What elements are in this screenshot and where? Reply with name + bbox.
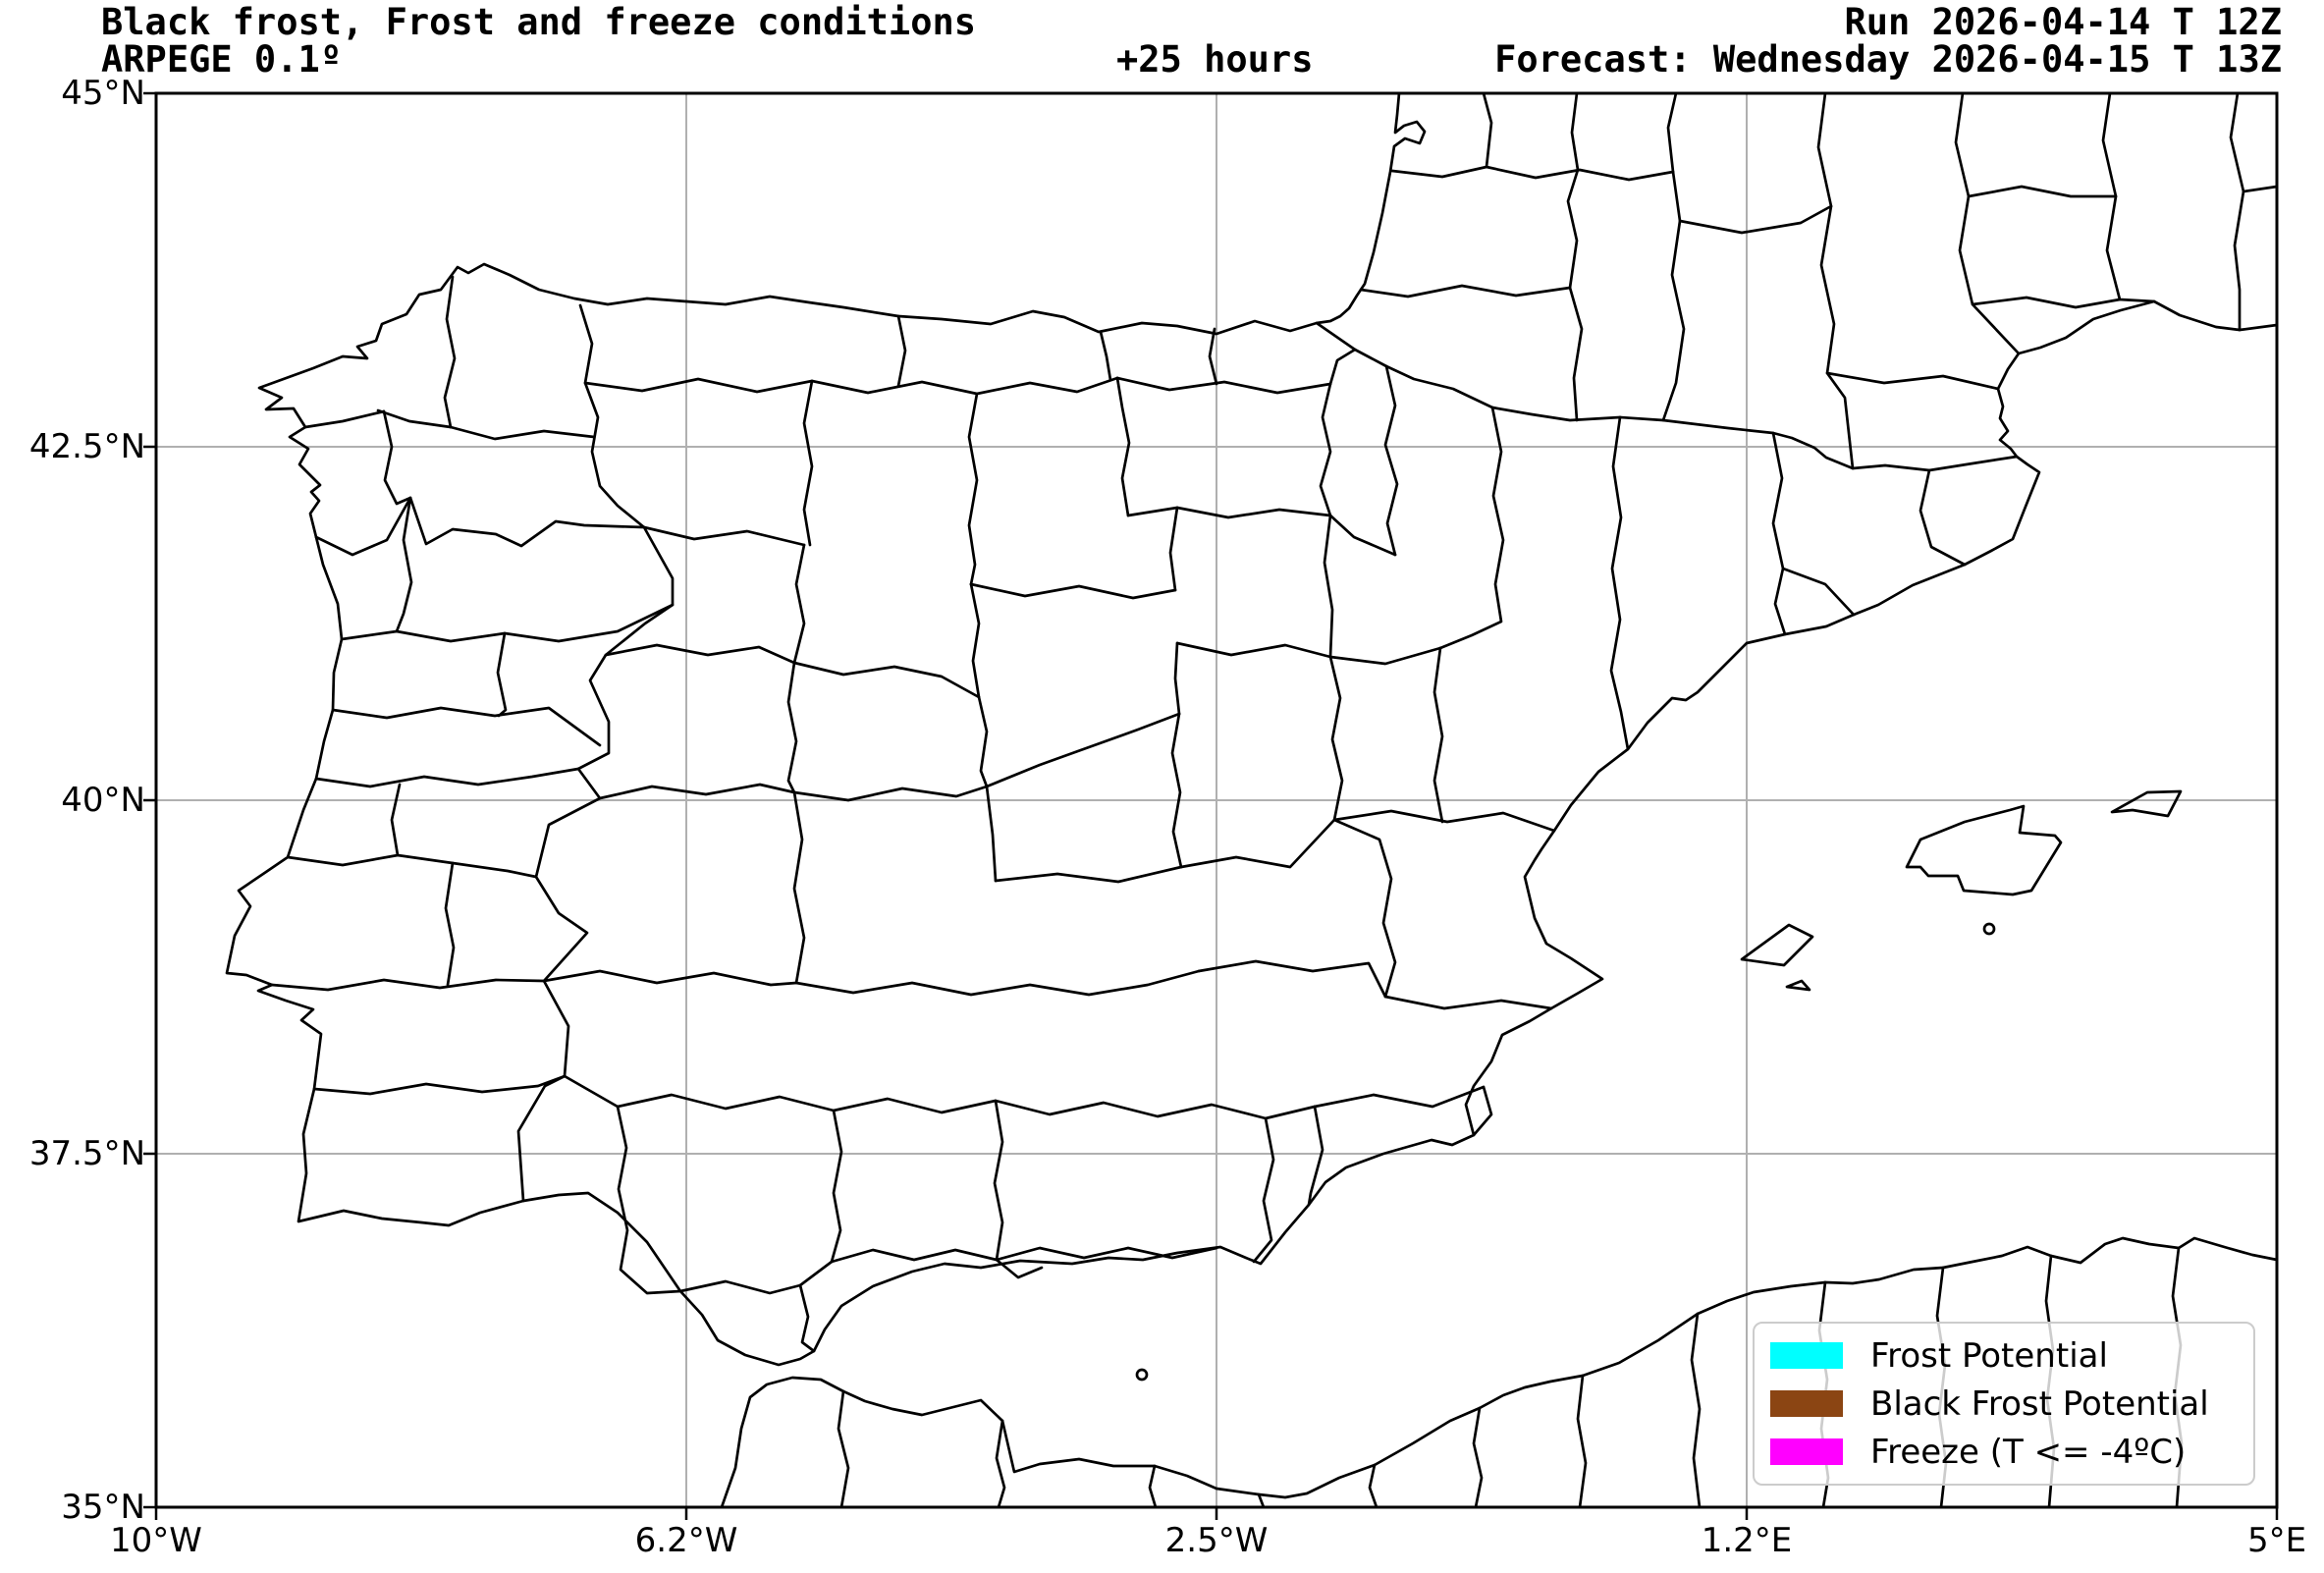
y-tick-42-5n: 42.5°N: [28, 427, 145, 466]
x-tick-2-5w: 2.5°W: [1164, 1521, 1269, 1560]
model-label: ARPEGE 0.1º: [101, 38, 343, 81]
iberia-coastline: [225, 262, 2041, 1367]
lead-time-label: +25 hours: [1116, 38, 1314, 81]
legend-item-freeze: Freeze (T <= -4ºC): [1755, 1431, 2253, 1474]
france-mediterranean-coast: [1996, 299, 2279, 459]
y-tick-35n: 35°N: [61, 1488, 145, 1527]
spain-province-boundaries: [303, 275, 1967, 1353]
map-legend: Frost Potential Black Frost Potential Fr…: [1753, 1322, 2255, 1486]
france-atlantic-coast: [1315, 91, 1427, 325]
black-frost-swatch: [1770, 1390, 1843, 1417]
x-tick-1-2e: 1.2°E: [1701, 1521, 1793, 1560]
map-canvas: [143, 91, 2279, 1520]
legend-item-black-frost: Black Frost Potential: [1755, 1383, 2253, 1426]
boundary-lines: [225, 91, 2279, 1509]
x-tick-6-2w: 6.2°W: [634, 1521, 738, 1560]
balearic-islands: [1740, 789, 2183, 992]
y-tick-40n: 40°N: [61, 781, 145, 820]
map-area: [143, 91, 2279, 1520]
plot-border: [154, 91, 2279, 1509]
legend-label-black-frost: Black Frost Potential: [1870, 1383, 2209, 1424]
y-tick-45n: 45°N: [61, 74, 145, 113]
frost-swatch: [1770, 1342, 1843, 1369]
graticule-gridlines: [156, 93, 2277, 1507]
forecast-label: Forecast: Wednesday 2026-04-15 T 13Z: [1494, 38, 2282, 81]
portugal-district-boundaries: [270, 496, 675, 1096]
legend-label-frost: Frost Potential: [1870, 1335, 2108, 1376]
freeze-swatch: [1770, 1438, 1843, 1465]
axis-ticks: [143, 91, 2279, 1520]
legend-label-freeze: Freeze (T <= -4ºC): [1870, 1432, 2187, 1472]
alboran-island: [1135, 1368, 1149, 1382]
x-tick-10w: 10°W: [110, 1521, 202, 1560]
x-tick-5e: 5°E: [2246, 1521, 2307, 1560]
france-department-boundaries: [1359, 91, 2279, 470]
page-title: Black frost, Frost and freeze conditions: [101, 1, 977, 43]
run-label: Run 2026-04-14 T 12Z: [1844, 1, 2282, 43]
legend-item-frost: Frost Potential: [1755, 1334, 2253, 1378]
y-tick-37-5n: 37.5°N: [28, 1134, 145, 1173]
portugal-spain-border: [314, 496, 675, 1203]
